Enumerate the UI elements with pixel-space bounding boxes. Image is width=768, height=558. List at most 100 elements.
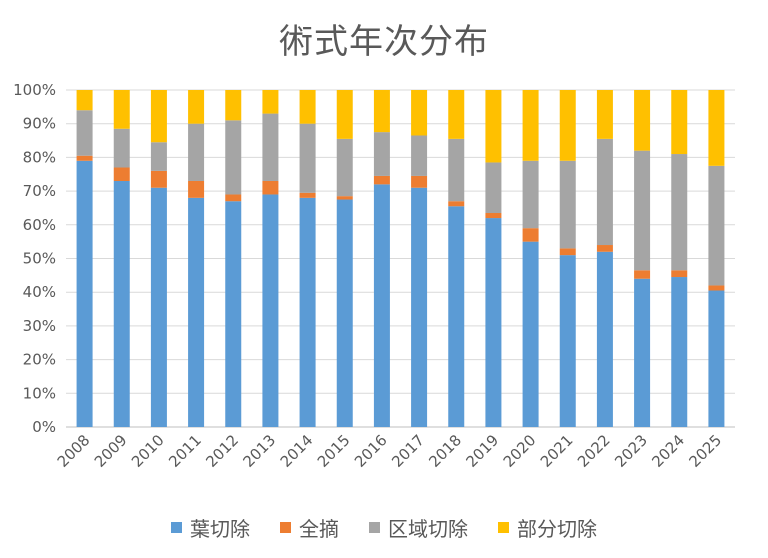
bar-segment bbox=[262, 90, 279, 114]
legend-swatch bbox=[498, 522, 509, 533]
bar-segment bbox=[225, 201, 242, 427]
y-tick-label: 40% bbox=[23, 283, 56, 301]
bar-segment bbox=[485, 162, 502, 214]
bar-segment bbox=[373, 90, 390, 133]
bar-segment bbox=[150, 170, 167, 188]
bar-segment bbox=[485, 218, 502, 427]
bar-segment bbox=[113, 180, 130, 427]
x-tick-label: 2010 bbox=[128, 431, 168, 471]
x-tick-label: 2021 bbox=[537, 431, 577, 471]
bar-segment bbox=[188, 180, 205, 198]
x-tick-label: 2011 bbox=[165, 431, 205, 471]
bar-segment bbox=[188, 123, 205, 181]
legend-label: 部分切除 bbox=[517, 517, 597, 541]
bar-segment bbox=[299, 192, 316, 198]
x-tick-label: 2017 bbox=[388, 431, 428, 471]
x-tick-label: 2018 bbox=[425, 431, 465, 471]
legend-label: 葉切除 bbox=[190, 517, 250, 541]
bar-segment bbox=[596, 245, 613, 252]
bar-segment bbox=[448, 201, 465, 207]
bar-segment bbox=[336, 138, 353, 197]
y-tick-label: 90% bbox=[23, 115, 56, 133]
bar-segment bbox=[448, 90, 465, 139]
legend-swatch bbox=[280, 522, 291, 533]
bar-segment bbox=[559, 255, 576, 427]
bar-segment bbox=[373, 184, 390, 427]
bar-segment bbox=[559, 90, 576, 161]
bar-segment bbox=[150, 142, 167, 171]
x-tick-label: 2025 bbox=[686, 431, 726, 471]
bar-segment bbox=[634, 90, 651, 151]
y-tick-label: 70% bbox=[23, 182, 56, 200]
x-tick-label: 2013 bbox=[240, 431, 280, 471]
y-tick-label: 60% bbox=[23, 216, 56, 234]
bar-segment bbox=[522, 241, 539, 427]
bar-segment bbox=[113, 128, 130, 168]
bar-segment bbox=[299, 197, 316, 427]
bar-segment bbox=[411, 90, 428, 136]
x-tick-label: 2024 bbox=[648, 431, 688, 471]
legend-label: 全摘 bbox=[299, 517, 339, 541]
bar-segment bbox=[671, 270, 688, 278]
x-tick-label: 2020 bbox=[500, 431, 540, 471]
bar-segment bbox=[634, 270, 651, 279]
bar-segment bbox=[373, 132, 390, 176]
y-tick-label: 10% bbox=[23, 384, 56, 402]
bar-segment bbox=[634, 278, 651, 427]
legend: 葉切除 全摘 区域切除 部分切除 bbox=[0, 513, 768, 542]
bar-segment bbox=[336, 196, 353, 200]
bar-segment bbox=[262, 180, 279, 195]
x-tick-label: 2019 bbox=[463, 431, 503, 471]
chart-title: 術式年次分布 bbox=[279, 22, 489, 62]
bar-segment bbox=[150, 90, 167, 143]
x-tick-label: 2012 bbox=[202, 431, 242, 471]
bar-segment bbox=[448, 138, 465, 202]
bar-segment bbox=[411, 187, 428, 427]
bar-segment bbox=[113, 167, 130, 181]
bar-segment bbox=[225, 120, 242, 195]
bar-segment bbox=[188, 197, 205, 427]
bar-segment bbox=[596, 90, 613, 139]
bar-segment bbox=[596, 251, 613, 427]
y-tick-label: 80% bbox=[23, 148, 56, 166]
bar-segment bbox=[262, 194, 279, 427]
y-tick-label: 30% bbox=[23, 317, 56, 335]
x-tick-label: 2023 bbox=[611, 431, 651, 471]
bar-segment bbox=[76, 110, 93, 156]
bar-segment bbox=[336, 199, 353, 427]
bar-segment bbox=[225, 194, 242, 202]
bar-segment bbox=[299, 123, 316, 193]
y-tick-label: 0% bbox=[32, 418, 56, 436]
x-tick-label: 2015 bbox=[314, 431, 354, 471]
bar-segment bbox=[485, 90, 502, 163]
bar-segment bbox=[485, 213, 502, 219]
x-tick-label: 2022 bbox=[574, 431, 614, 471]
bar-segment bbox=[373, 175, 390, 185]
legend-item-lobectomy: 葉切除 bbox=[171, 513, 250, 542]
y-tick-label: 100% bbox=[13, 81, 56, 99]
bar-segment bbox=[559, 160, 576, 249]
x-tick-label: 2014 bbox=[277, 431, 317, 471]
bar-segment bbox=[448, 206, 465, 427]
bar-segment bbox=[299, 90, 316, 124]
bar-segment bbox=[634, 150, 651, 271]
bar-segment bbox=[671, 90, 688, 155]
bar-segment bbox=[262, 113, 279, 181]
bar-segment bbox=[411, 135, 428, 176]
bar-segment bbox=[76, 155, 93, 161]
bar-segment bbox=[596, 138, 613, 246]
y-tick-label: 20% bbox=[23, 351, 56, 369]
bar-segment bbox=[708, 290, 725, 427]
bar-segment bbox=[336, 90, 353, 139]
bar-segment bbox=[150, 187, 167, 427]
bar-segment bbox=[411, 175, 428, 188]
bar-segment bbox=[225, 90, 242, 121]
bar-segment bbox=[76, 90, 93, 111]
y-tick-label: 50% bbox=[23, 250, 56, 268]
bar-segment bbox=[522, 160, 539, 229]
bar-segment bbox=[113, 90, 130, 129]
legend-label: 区域切除 bbox=[388, 517, 468, 541]
legend-item-pneumonectomy: 全摘 bbox=[280, 513, 339, 542]
x-tick-label: 2008 bbox=[54, 431, 94, 471]
